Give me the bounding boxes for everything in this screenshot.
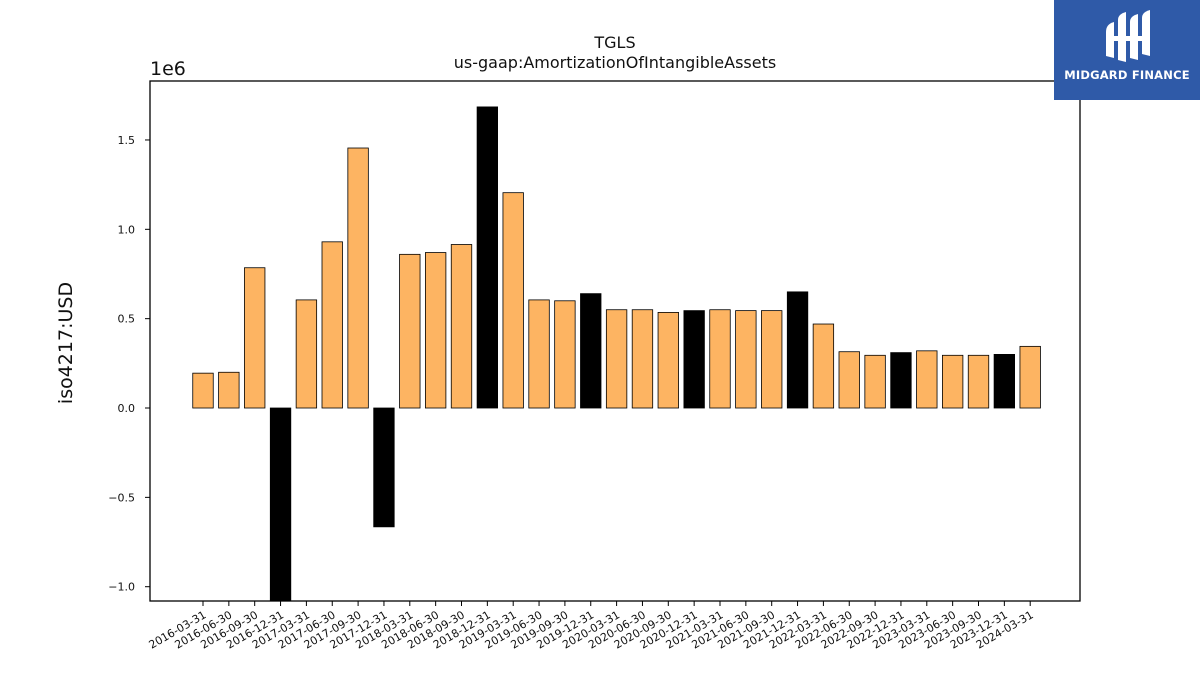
bar-2017-12-31	[373, 407, 395, 528]
bar-2016-03-31	[192, 372, 214, 409]
bar-2020-09-30	[657, 312, 679, 409]
bar-2019-12-31	[580, 293, 602, 409]
bar-2018-06-30	[424, 252, 447, 409]
bar-2023-09-30	[967, 354, 990, 409]
y-tick-label: 0.5	[118, 313, 136, 326]
y-tick-label: −1.0	[108, 581, 135, 594]
y-tick-label: 0.0	[118, 402, 136, 415]
bar-2020-12-31	[683, 310, 705, 409]
bar-2023-06-30	[942, 354, 964, 409]
chart-title: TGLS	[593, 33, 635, 52]
bar-2018-09-30	[450, 244, 473, 409]
chart-subtitle: us-gaap:AmortizationOfIntangibleAssets	[454, 53, 776, 72]
bar-2019-09-30	[554, 300, 576, 409]
bar-2016-12-31	[269, 407, 292, 602]
plot-frame	[149, 80, 1081, 602]
bar-2020-06-30	[631, 309, 654, 409]
midgard-finance-logo: MIDGARD FINANCE	[1054, 0, 1200, 100]
bar-2022-06-30	[838, 351, 860, 409]
bar-2017-06-30	[321, 241, 343, 409]
bar-2020-03-31	[605, 309, 628, 409]
y-offset-label: 1e6	[150, 58, 186, 80]
bar-2021-06-30	[735, 310, 757, 409]
bar-2022-03-31	[812, 323, 835, 409]
bar-2016-09-30	[244, 267, 266, 409]
bar-2022-12-31	[890, 352, 912, 409]
bar-2024-03-31	[1019, 345, 1041, 409]
y-tick-label: 1.0	[118, 223, 136, 236]
bar-2021-12-31	[786, 291, 809, 409]
bars	[192, 106, 1041, 602]
bar-2023-12-31	[993, 354, 1015, 409]
bar-2022-09-30	[864, 354, 886, 409]
bar-2023-03-31	[916, 350, 938, 409]
bar-2017-03-31	[295, 299, 318, 409]
logo-mark-icon	[1106, 10, 1150, 62]
bar-2019-06-30	[528, 299, 550, 409]
x-axis-ticks: 2016-03-312016-06-302016-09-302016-12-31…	[147, 601, 1036, 652]
bar-2019-03-31	[502, 192, 524, 409]
bar-2021-03-31	[709, 309, 731, 409]
bar-2018-03-31	[399, 253, 421, 409]
logo-text: MIDGARD FINANCE	[1064, 68, 1190, 82]
bar-2021-09-30	[761, 310, 783, 409]
y-tick-label: −0.5	[108, 491, 135, 504]
bar-2017-09-30	[347, 147, 369, 409]
y-axis-ticks: −1.0 −0.5 0.0 0.5 1.0 1.5	[108, 134, 150, 594]
bar-2016-06-30	[218, 371, 240, 409]
y-tick-label: 1.5	[118, 134, 136, 147]
bar-2018-12-31	[476, 106, 499, 409]
y-axis-label: iso4217:USD	[55, 282, 77, 404]
